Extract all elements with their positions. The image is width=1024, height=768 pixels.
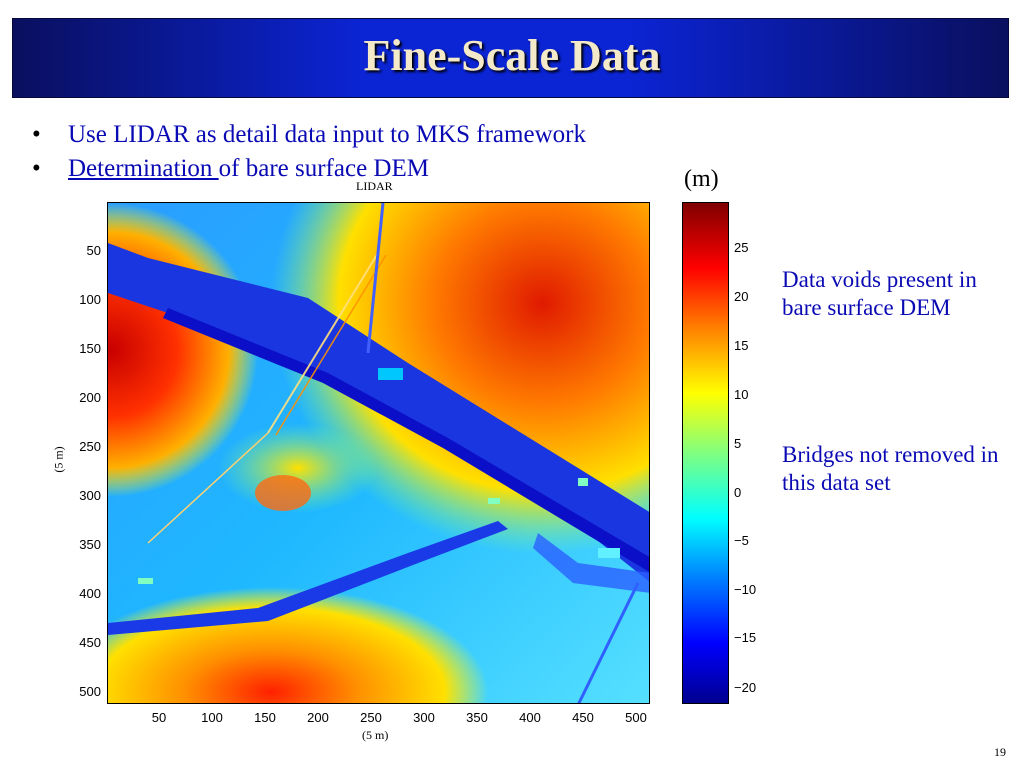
title-bar (12, 18, 1009, 98)
x-tick-label: 100 (201, 710, 223, 725)
colorbar-tick: −15 (734, 630, 757, 645)
x-tick-label: 300 (413, 710, 435, 725)
colorbar (682, 202, 729, 704)
x-tick-label: 250 (360, 710, 382, 725)
y-tick-label: 50 (86, 243, 101, 258)
x-tick-label: 450 (572, 710, 594, 725)
colorbar-tick: 5 (734, 436, 742, 451)
lidar-map-image (108, 203, 649, 703)
slide-title: Fine-Scale Data (363, 31, 661, 80)
colorbar-tick: −20 (734, 680, 757, 695)
x-tick-label: 400 (519, 710, 541, 725)
y-tick-label: 450 (79, 635, 101, 650)
y-tick-label: 150 (79, 341, 101, 356)
x-axis-label: (5 m) (362, 728, 389, 742)
y-tick-label: 350 (79, 537, 101, 552)
bullet-text-suffix: of bare surface DEM (218, 155, 429, 182)
y-tick-label: 400 (79, 586, 101, 601)
y-tick-label: 300 (79, 488, 101, 503)
bullet-dot-icon: • (32, 155, 41, 182)
y-tick-label: 250 (79, 439, 101, 454)
plot-title: LIDAR (356, 179, 393, 193)
y-tick-label: 200 (79, 390, 101, 405)
page-number: 19 (994, 745, 1006, 759)
note-data-voids: Data voids present in bare surface DEM (782, 267, 977, 320)
lidar-elevation-map (107, 202, 650, 704)
x-tick-label: 50 (151, 710, 167, 725)
x-tick-label: 350 (466, 710, 488, 725)
note-bridges: Bridges not removed in this data set (782, 442, 999, 495)
bullet-text: Determination of bare surface DEM (68, 152, 429, 186)
determination-link[interactable]: Determination (68, 155, 219, 182)
x-tick-label: 150 (254, 710, 276, 725)
colorbar-unit: (m) (684, 166, 719, 192)
y-axis-label: (5 m) (51, 446, 66, 473)
x-tick-label: 500 (625, 710, 647, 725)
x-tick-label: 200 (307, 710, 329, 725)
colorbar-tick: 15 (734, 338, 749, 353)
colorbar-tick: 10 (734, 387, 749, 402)
colorbar-tick: 20 (734, 289, 749, 304)
colorbar-tick: −10 (734, 582, 757, 597)
y-tick-label: 100 (79, 292, 101, 307)
colorbar-tick: 0 (734, 485, 742, 500)
bullet-text: Use LIDAR as detail data input to MKS fr… (68, 121, 586, 148)
colorbar-tick: 25 (734, 240, 749, 255)
bullet-dot-icon: • (32, 121, 41, 148)
y-tick-label: 500 (79, 684, 101, 699)
colorbar-tick: −5 (734, 533, 749, 548)
